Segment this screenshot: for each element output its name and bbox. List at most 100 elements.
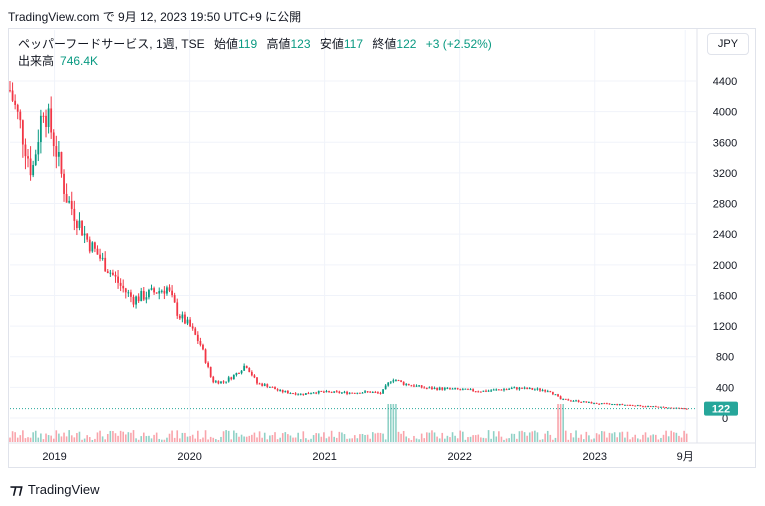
candle-body bbox=[292, 393, 294, 395]
volume-bar bbox=[348, 438, 351, 442]
volume-bar bbox=[580, 434, 582, 442]
change-value: +3 (+2.52%) bbox=[425, 37, 492, 51]
candle-body bbox=[88, 239, 91, 252]
candle-body bbox=[685, 408, 688, 410]
candle-body bbox=[387, 382, 390, 386]
candle-body bbox=[145, 297, 148, 300]
volume-bar bbox=[649, 435, 652, 442]
candle-body bbox=[34, 154, 37, 165]
candle-body bbox=[631, 404, 634, 406]
candle-body bbox=[99, 254, 101, 259]
volume-bar bbox=[302, 431, 305, 442]
candle-body bbox=[57, 151, 60, 157]
candle-body bbox=[621, 404, 624, 406]
volume-bar bbox=[462, 431, 464, 442]
currency-button[interactable]: JPY bbox=[707, 33, 749, 55]
candle-body bbox=[207, 362, 210, 367]
volume-bar bbox=[552, 439, 554, 442]
volume-bar bbox=[315, 433, 317, 442]
candle-body bbox=[153, 288, 155, 293]
candle-body bbox=[289, 393, 292, 395]
volume-bar bbox=[274, 432, 276, 442]
volume-bar bbox=[402, 430, 405, 442]
candle-body bbox=[418, 385, 420, 387]
candle-body bbox=[451, 388, 454, 390]
candle-body bbox=[158, 291, 161, 294]
candle-body bbox=[500, 389, 503, 391]
volume-bar bbox=[606, 437, 608, 442]
volume-bar bbox=[508, 438, 510, 442]
candle-body bbox=[184, 314, 186, 324]
candle-body bbox=[63, 173, 65, 194]
volume-bar bbox=[292, 437, 294, 442]
volume-bar bbox=[474, 435, 477, 442]
candle-body bbox=[564, 398, 567, 400]
candle-body bbox=[487, 390, 490, 392]
volume-bar bbox=[212, 437, 215, 442]
volume-bar bbox=[83, 438, 86, 442]
candle-body bbox=[654, 406, 657, 408]
chart-frame[interactable] bbox=[8, 28, 756, 468]
price-tick-label: 2000 bbox=[713, 260, 737, 272]
volume-bar bbox=[307, 439, 310, 442]
volume-bar bbox=[389, 404, 392, 442]
candle-body bbox=[320, 390, 323, 392]
candle-body bbox=[482, 390, 485, 392]
volume-bar bbox=[240, 434, 243, 442]
candle-body bbox=[235, 372, 238, 376]
volume-bar bbox=[469, 436, 472, 442]
candle-body bbox=[322, 391, 325, 393]
footer-brand[interactable]: ⁊⁊ TradingView bbox=[10, 481, 99, 498]
candle-body bbox=[559, 396, 562, 400]
volume-bar bbox=[423, 438, 426, 442]
candle-body bbox=[374, 392, 377, 394]
volume-bar bbox=[297, 432, 299, 442]
candle-body bbox=[27, 156, 29, 159]
volume-bar bbox=[467, 437, 469, 442]
volume-bar bbox=[294, 437, 297, 442]
volume-bar bbox=[670, 430, 673, 442]
candle-body bbox=[338, 391, 341, 393]
candle-body bbox=[348, 392, 351, 394]
volume-bar bbox=[436, 436, 438, 442]
candle-body bbox=[114, 274, 117, 277]
volume-bar bbox=[37, 437, 40, 442]
candle-body bbox=[611, 404, 613, 406]
candle-body bbox=[420, 385, 423, 388]
volume-bar bbox=[217, 439, 220, 442]
candle-body bbox=[660, 406, 662, 408]
candle-body bbox=[240, 370, 243, 374]
volume-bar bbox=[96, 432, 99, 442]
volume-bar bbox=[593, 438, 595, 442]
candle-body bbox=[400, 380, 402, 382]
volume-bar bbox=[356, 438, 359, 442]
volume-bar bbox=[338, 431, 341, 442]
volume-bar bbox=[22, 430, 24, 442]
candle-body bbox=[546, 391, 549, 393]
candle-body bbox=[168, 287, 171, 291]
candle-body bbox=[662, 406, 665, 408]
volume-bar bbox=[451, 432, 454, 442]
candle-body bbox=[299, 393, 302, 395]
volume-bar bbox=[269, 435, 271, 442]
candle-body bbox=[425, 387, 428, 389]
candle-body bbox=[580, 401, 583, 403]
volume-bar bbox=[251, 434, 253, 442]
candle-body bbox=[199, 341, 202, 345]
candle-body bbox=[178, 315, 181, 319]
volume-bar bbox=[317, 433, 320, 442]
volume-bar bbox=[449, 437, 451, 442]
volume-bar bbox=[299, 439, 302, 442]
candle-body bbox=[389, 381, 392, 383]
candle-body bbox=[225, 381, 228, 383]
candle-body bbox=[431, 387, 433, 390]
candle-body bbox=[135, 296, 137, 305]
volume-bar bbox=[104, 439, 106, 442]
volume-bar bbox=[485, 438, 487, 442]
candle-body bbox=[148, 289, 150, 298]
candle-body bbox=[577, 400, 580, 402]
candle-body bbox=[472, 389, 475, 392]
price-tick-label: 2800 bbox=[713, 199, 737, 211]
candle-body bbox=[78, 220, 81, 228]
